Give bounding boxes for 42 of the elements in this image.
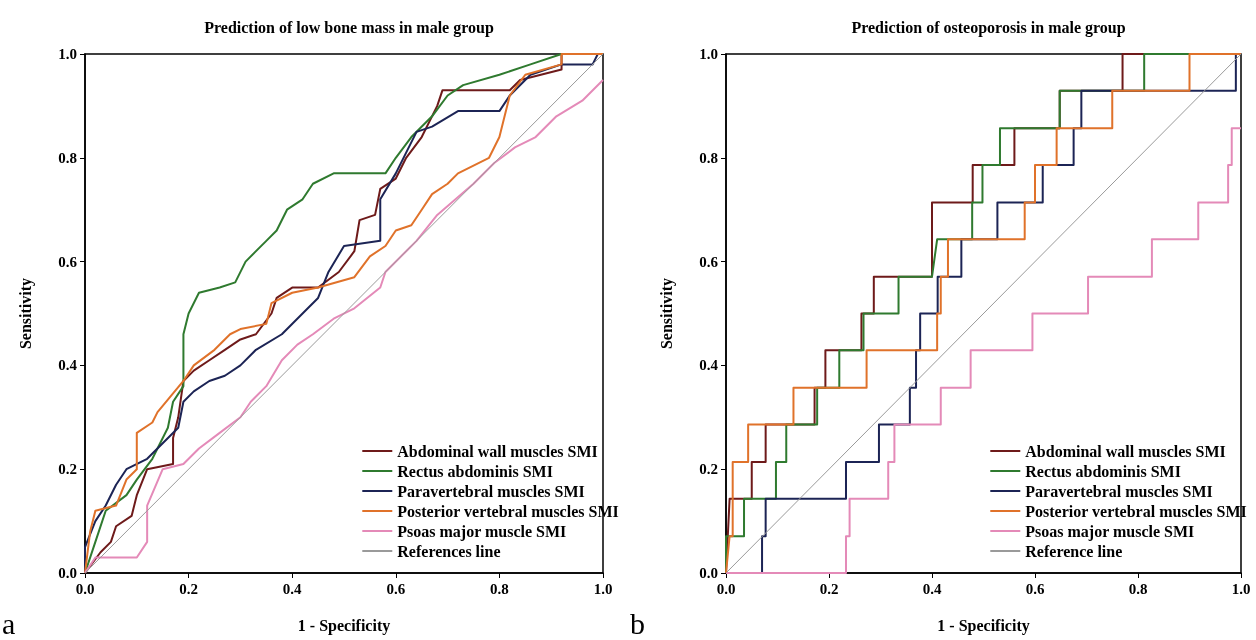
x-tick-label: 0.8: [490, 580, 509, 597]
x-tick-label: 1.0: [593, 580, 613, 597]
legend-label: Reference line: [1025, 542, 1123, 560]
y-axis-title: Sensitivity: [657, 277, 676, 350]
chart-title: Prediction of osteoporosis in male group: [851, 18, 1126, 37]
text: b: [630, 606, 645, 640]
y-tick-label: 0.6: [58, 253, 78, 270]
x-tick-label: 0.6: [386, 580, 406, 597]
y-tick-label: 0.4: [58, 357, 78, 374]
legend-label: Psoas major muscle SMI: [397, 522, 567, 541]
legend-label: Rectus abdominis SMI: [397, 462, 553, 480]
x-tick-label: 0.8: [1128, 580, 1148, 597]
x-tick-label: 1.0: [1231, 580, 1251, 597]
legend-label: Psoas major muscle SMI: [1025, 522, 1195, 541]
y-tick-label: 0.0: [58, 565, 77, 581]
x-tick-label: 0.0: [75, 580, 95, 597]
y-tick-label: 0.2: [58, 461, 77, 478]
legend-label: Abdominal wall muscles SMI: [1025, 442, 1226, 460]
x-tick-label: 0.6: [1025, 580, 1045, 597]
y-tick-label: 0.2: [699, 461, 718, 478]
x-tick-label: 0.2: [819, 580, 839, 597]
y-tick-label: 0.8: [699, 149, 718, 166]
x-tick-label: 0.4: [282, 580, 303, 597]
legend-label: Abdominal wall muscles SMI: [397, 442, 598, 460]
y-tick-label: 1.0: [58, 46, 77, 62]
legend-label: References line: [397, 542, 501, 560]
chart-title: Prediction of low bone mass in male group: [204, 18, 494, 37]
y-tick-label: 1.0: [699, 46, 718, 62]
text: a: [2, 606, 16, 640]
legend-label: Rectus abdominis SMI: [1025, 462, 1181, 480]
x-tick-label: 0.2: [179, 580, 198, 597]
x-axis-title: 1 - Specificity: [937, 616, 1030, 635]
x-tick-label: 0.4: [922, 580, 942, 597]
legend-label: Paravertebral muscles SMI: [1025, 482, 1213, 500]
legend-label: Paravertebral muscles SMI: [397, 482, 585, 500]
x-axis-title: 1 - Specificity: [297, 616, 391, 635]
y-tick-label: 0.6: [699, 253, 719, 270]
y-axis-title: Sensitivity: [16, 277, 35, 350]
y-tick-label: 0.8: [58, 149, 77, 166]
x-tick-label: 0.0: [716, 580, 736, 597]
y-tick-label: 0.4: [699, 357, 719, 374]
y-tick-label: 0.0: [699, 565, 718, 581]
